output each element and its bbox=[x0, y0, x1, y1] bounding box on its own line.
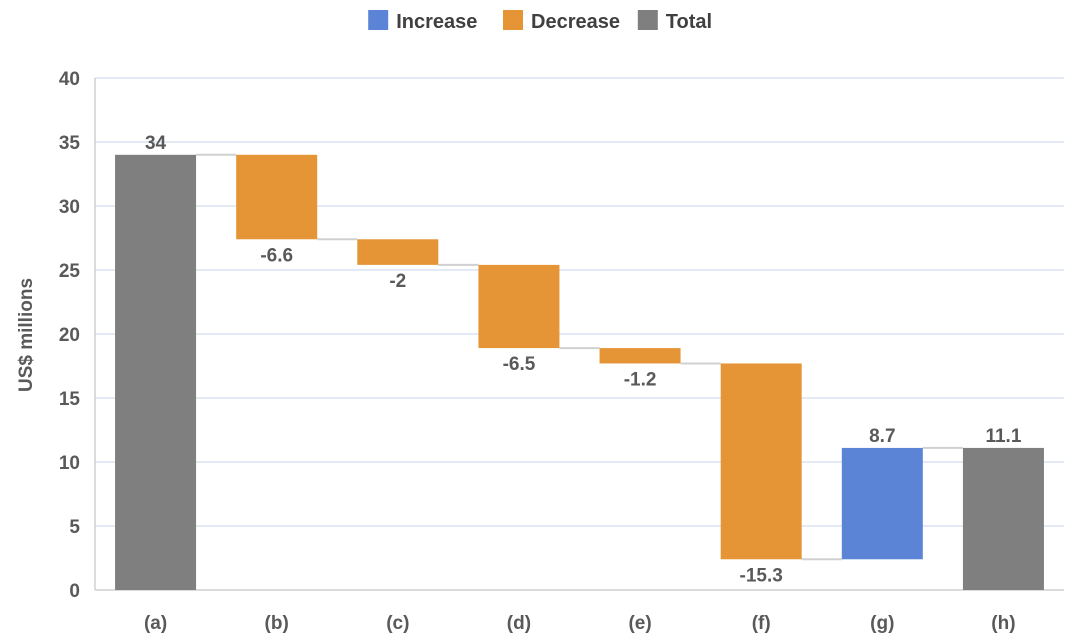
y-tick-label: 40 bbox=[59, 69, 80, 90]
data-label: -6.5 bbox=[503, 354, 536, 375]
data-labels: 34 -6.6 -2 -6.5 -1.2 -15.3 8.7 11.1 bbox=[145, 133, 1022, 586]
x-axis-ticks: (a) (b) (c) (d) (e) (f) (g) (h) bbox=[144, 613, 1016, 634]
x-tick-label: (e) bbox=[628, 613, 651, 634]
x-tick-label: (d) bbox=[507, 613, 531, 634]
y-tick-label: 10 bbox=[59, 453, 80, 474]
legend-swatch-increase bbox=[368, 10, 389, 30]
x-tick-label: (h) bbox=[991, 613, 1015, 634]
y-axis-title: US$ millions bbox=[16, 278, 37, 392]
bar-decrease bbox=[478, 264, 560, 349]
data-label: -6.6 bbox=[260, 245, 293, 266]
data-label: -1.2 bbox=[624, 369, 657, 390]
legend-label-total: Total bbox=[666, 11, 712, 33]
y-tick-label: 25 bbox=[59, 261, 81, 282]
x-tick-label: (c) bbox=[386, 613, 409, 634]
bar-decrease bbox=[720, 363, 802, 560]
bar-decrease bbox=[357, 239, 439, 265]
y-tick-label: 5 bbox=[69, 517, 80, 538]
legend-swatch-total bbox=[637, 10, 658, 30]
data-label: 11.1 bbox=[985, 426, 1021, 447]
y-tick-label: 20 bbox=[59, 325, 80, 346]
x-tick-label: (f) bbox=[752, 613, 771, 634]
x-tick-label: (g) bbox=[870, 613, 894, 634]
bar-decrease bbox=[599, 348, 681, 364]
connectors bbox=[196, 153, 963, 561]
y-tick-label: 0 bbox=[69, 581, 80, 602]
x-tick-label: (a) bbox=[144, 613, 167, 634]
x-tick-label: (b) bbox=[265, 613, 289, 634]
legend-label-decrease: Decrease bbox=[531, 11, 620, 33]
bar-decrease bbox=[236, 154, 318, 240]
data-label: 8.7 bbox=[869, 426, 895, 447]
y-tick-label: 30 bbox=[59, 197, 80, 218]
bar-total bbox=[962, 447, 1044, 590]
bars bbox=[115, 154, 1044, 591]
legend: Increase Decrease Total bbox=[368, 10, 712, 33]
data-label: -2 bbox=[389, 271, 406, 292]
data-label: -15.3 bbox=[740, 565, 783, 586]
y-tick-label: 15 bbox=[59, 389, 81, 410]
bar-increase bbox=[841, 447, 923, 560]
bar-total bbox=[115, 154, 197, 591]
legend-swatch-decrease bbox=[503, 10, 523, 30]
legend-label-increase: Increase bbox=[396, 11, 477, 33]
y-tick-label: 35 bbox=[59, 133, 81, 154]
data-label: 34 bbox=[145, 133, 167, 154]
y-axis-ticks: 0 5 10 15 20 25 30 35 40 bbox=[59, 69, 81, 602]
